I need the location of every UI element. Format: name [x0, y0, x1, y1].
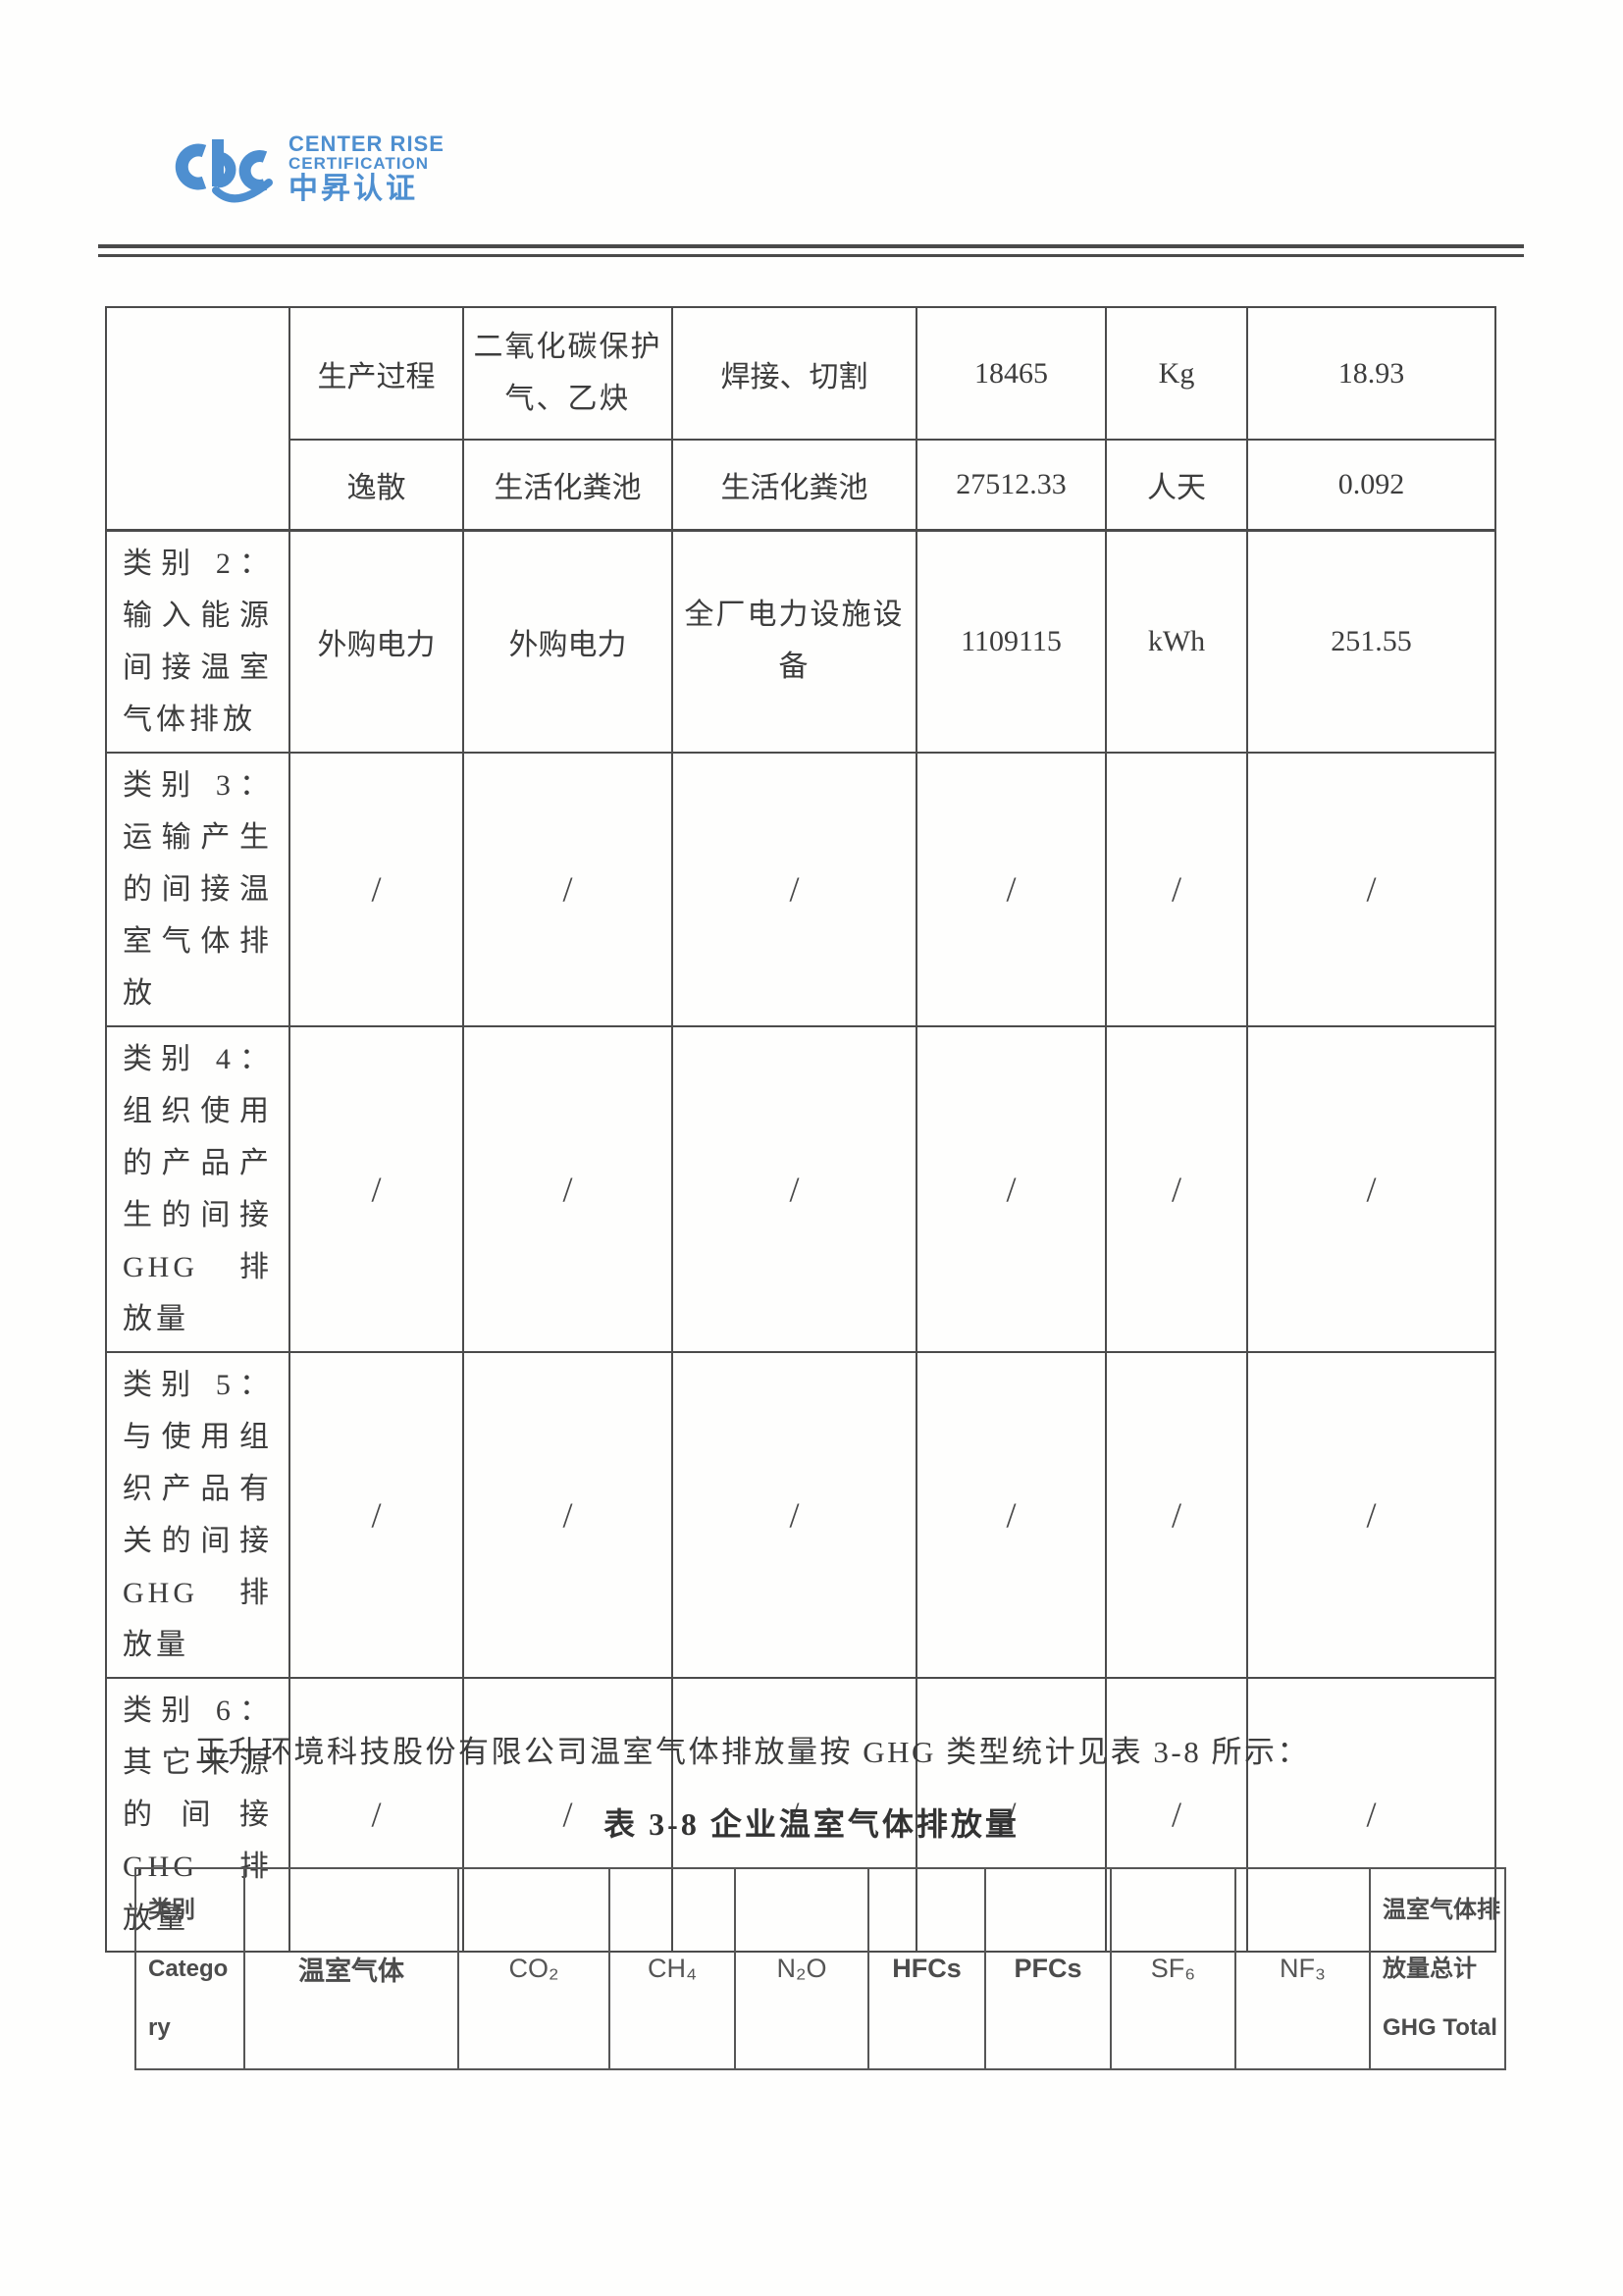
table-cell: 外购电力 — [462, 528, 673, 754]
table-cell: 生活化粪池 — [671, 439, 917, 531]
table-cell: 251.55 — [1246, 528, 1496, 754]
table-cell: / — [916, 1350, 1107, 1679]
table-cell: 1109115 — [916, 528, 1107, 754]
column-header-pfcs: PFCs — [984, 1867, 1112, 2070]
table-cell: 27512.33 — [916, 439, 1107, 531]
table-cell: 生产过程 — [288, 306, 464, 441]
table-cell: / — [288, 1024, 464, 1353]
table-row: 生产过程 二氧化碳保护气、乙炔 焊接、切割 18465 Kg 18.93 — [105, 306, 1496, 531]
logo-wordmark: CENTER RISE CERTIFICATION 中昇认证 — [288, 131, 445, 205]
category-label-cell — [105, 306, 290, 531]
table-cell: / — [1246, 751, 1496, 1027]
table-cell: 外购电力 — [288, 528, 464, 754]
table-cell: / — [288, 751, 464, 1027]
emissions-by-category-table: 生产过程 二氧化碳保护气、乙炔 焊接、切割 18465 Kg 18.93 逸散 … — [105, 306, 1496, 1953]
table-cell: 18.93 — [1246, 306, 1496, 441]
table-row: 类别 5：与使用组织产品有关的间接 GHG 排放量 / / / / / / — [105, 1350, 1496, 1679]
logo-name-en-1: CENTER RISE — [288, 131, 445, 156]
header-row: 类别 Catego ry 温室气体 CO₂ CH₄ N₂O HFCs PFCs … — [134, 1867, 1506, 2070]
table-cell: kWh — [1105, 528, 1248, 754]
table-cell: / — [462, 1024, 673, 1353]
column-header-ghg: 温室气体 — [243, 1867, 459, 2070]
table-cell: Kg — [1105, 306, 1248, 441]
category-label-cell: 类别 3：运输产生的间接温室气体排放 — [105, 751, 290, 1027]
emissions-by-gas-table: 类别 Catego ry 温室气体 CO₂ CH₄ N₂O HFCs PFCs … — [134, 1867, 1506, 2070]
table-cell: / — [671, 751, 917, 1027]
column-header-ghg-total: 温室气体排 放量总计 GHG Total — [1369, 1867, 1506, 2070]
category-label-cell: 类别 2：输入能源间接温室气体排放 — [105, 528, 290, 754]
column-header-n2o: N₂O — [734, 1867, 869, 2070]
column-header-sf6: SF₆ — [1110, 1867, 1236, 2070]
table-cell: / — [916, 751, 1107, 1027]
table-cell: 焊接、切割 — [671, 306, 917, 441]
table-cell: / — [1246, 1024, 1496, 1353]
column-header-hfcs: HFCs — [867, 1867, 986, 2070]
header-divider — [98, 244, 1524, 257]
table-cell: / — [671, 1024, 917, 1353]
table-cell: 18465 — [916, 306, 1107, 441]
table-cell: 全厂电力设施设备 — [671, 528, 917, 754]
table-cell: / — [1105, 1350, 1248, 1679]
table-cell: 二氧化碳保护气、乙炔 — [462, 306, 673, 441]
crc-logo-icon — [175, 139, 273, 203]
table-cell: / — [1105, 1024, 1248, 1353]
table-cell: / — [288, 1350, 464, 1679]
table-cell: / — [1105, 751, 1248, 1027]
table-row: 类别 4：组织使用的产品产生的间接 GHG 排放量 / / / / / / — [105, 1024, 1496, 1353]
table-cell: / — [1246, 1350, 1496, 1679]
column-header-co2: CO₂ — [457, 1867, 610, 2070]
table-cell: / — [462, 1350, 673, 1679]
column-header-category: 类别 Catego ry — [134, 1867, 245, 2070]
table-cell: / — [671, 1350, 917, 1679]
body-paragraph: 正升环境科技股份有限公司温室气体排放量按 GHG 类型统计见表 3-8 所示： — [195, 1735, 1310, 1769]
table-cell: 生活化粪池 — [462, 439, 673, 531]
category-label-cell: 类别 5：与使用组织产品有关的间接 GHG 排放量 — [105, 1350, 290, 1679]
table-cell: 人天 — [1105, 439, 1248, 531]
table-row: 类别 3：运输产生的间接温室气体排放 / / / / / / — [105, 751, 1496, 1027]
table-cell: / — [916, 1024, 1107, 1353]
category-label-cell: 类别 4：组织使用的产品产生的间接 GHG 排放量 — [105, 1024, 290, 1353]
column-header-nf3: NF₃ — [1234, 1867, 1371, 2070]
table-caption: 表 3-8 企业温室气体排放量 — [603, 1806, 1020, 1842]
logo-name-cn: 中昇认证 — [288, 172, 418, 205]
table-cell: 0.092 — [1246, 439, 1496, 531]
logo-name-en-2: CERTIFICATION — [288, 154, 430, 174]
table-cell: 逸散 — [288, 439, 464, 531]
column-header-ch4: CH₄ — [608, 1867, 736, 2070]
table-row: 类别 2：输入能源间接温室气体排放 外购电力 外购电力 全厂电力设施设备 110… — [105, 528, 1496, 754]
table-row: 逸散 生活化粪池 生活化粪池 27512.33 人天 0.092 — [106, 439, 1496, 531]
company-logo: CENTER RISE CERTIFICATION 中昇认证 — [171, 131, 445, 210]
table-cell: / — [462, 751, 673, 1027]
